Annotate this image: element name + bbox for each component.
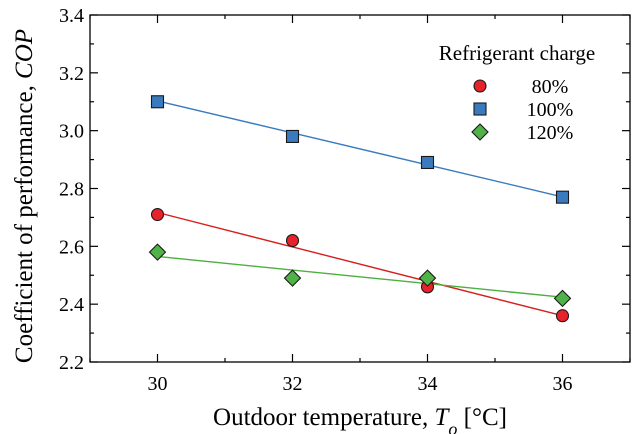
trend-lines — [157, 100, 563, 317]
axis-ticks: 30 32 34 36 2.2 2.4 2.6 2.8 3.0 3.2 3.4 — [59, 5, 631, 395]
trendline-80-pct — [157, 211, 563, 317]
point-120-pct — [418, 269, 437, 287]
y-tick-label: 2.6 — [59, 236, 84, 258]
legend-label-100-pct: 100% — [527, 99, 574, 121]
y-tick-label: 2.8 — [59, 179, 84, 201]
x-tick-label: 36 — [553, 373, 573, 395]
y-tick-label: 3.0 — [59, 121, 84, 143]
y-tick-label: 3.2 — [59, 63, 84, 85]
point-120-pct — [148, 243, 167, 261]
legend-marker-100-pct — [473, 102, 487, 116]
y-tick-label: 2.2 — [59, 352, 84, 374]
legend-title: Refrigerant charge — [439, 41, 595, 65]
trendline-120-pct — [157, 255, 563, 298]
data-points — [148, 95, 572, 323]
x-tick-label: 30 — [148, 373, 168, 395]
legend-label-120-pct: 120% — [527, 122, 574, 144]
x-axis-title: Outdoor temperature, To [°C] — [213, 404, 507, 434]
x-tick-label: 34 — [418, 373, 438, 395]
y-tick-label: 3.4 — [59, 5, 84, 27]
point-80-pct — [285, 234, 300, 248]
legend-label-80-pct: 80% — [532, 76, 569, 98]
point-100-pct — [420, 155, 435, 170]
point-100-pct — [150, 95, 165, 109]
point-80-pct — [150, 207, 165, 222]
point-80-pct — [555, 309, 570, 323]
x-tick-label: 32 — [283, 373, 303, 395]
legend: Refrigerant charge 80%100%120% — [439, 41, 595, 144]
legend-marker-120-pct — [471, 123, 489, 141]
y-axis-title: Coefficient of performance, COP — [11, 29, 38, 363]
point-100-pct — [285, 129, 300, 143]
point-120-pct — [553, 289, 572, 308]
y-tick-label: 2.4 — [59, 294, 84, 316]
plot-frame — [89, 14, 631, 363]
point-120-pct — [283, 269, 302, 287]
trendline-100-pct — [157, 100, 563, 198]
legend-marker-80-pct — [473, 79, 487, 93]
point-100-pct — [555, 190, 570, 204]
